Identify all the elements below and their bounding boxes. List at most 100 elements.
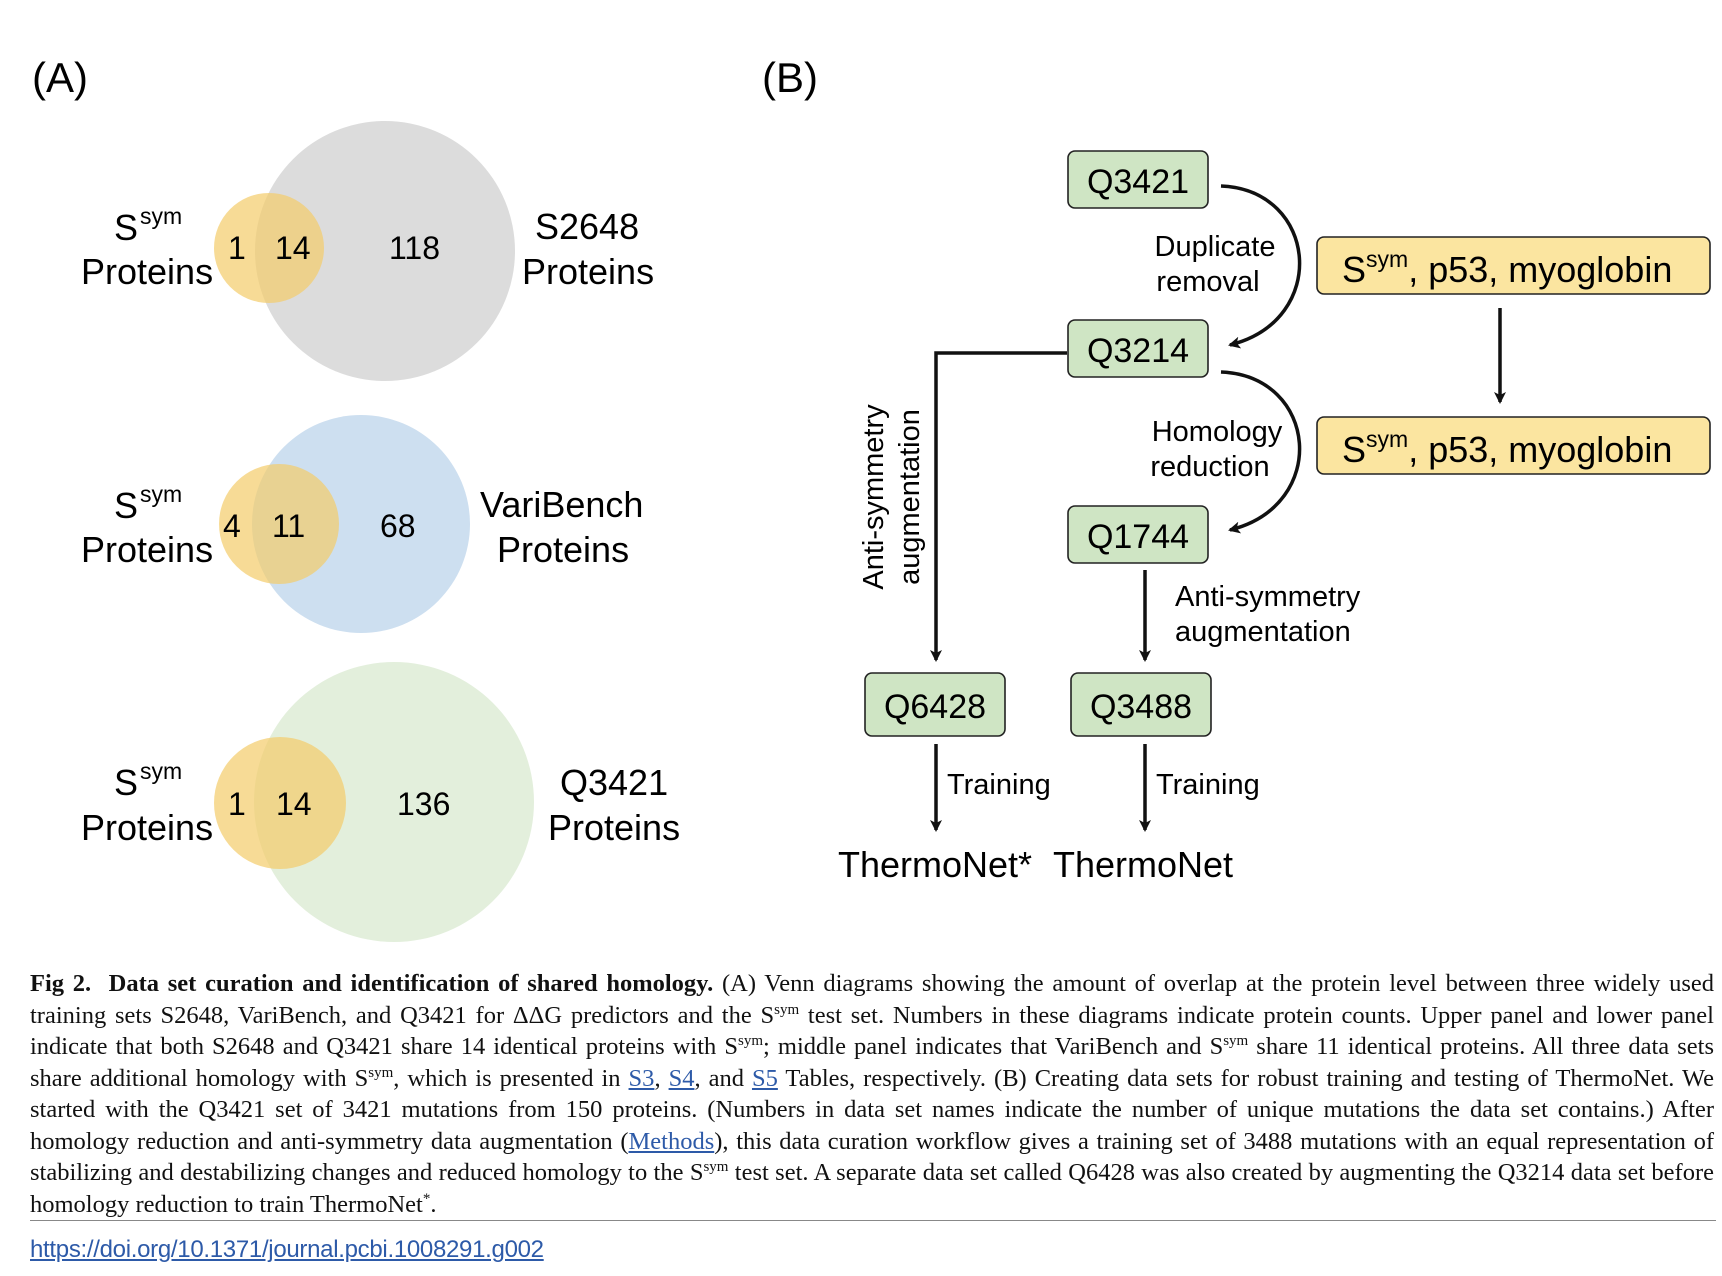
label-training-left: Training xyxy=(947,769,1051,801)
figure-caption: Fig 2. Data set curation and identificat… xyxy=(30,968,1714,1220)
shared-count: 11 xyxy=(272,508,305,544)
right-proteins-label: Proteins xyxy=(522,251,654,292)
only-left-count: 1 xyxy=(228,786,246,822)
caption-text: , which is presented in xyxy=(393,1064,629,1092)
venn-left-circle xyxy=(214,193,324,303)
box-q6428-frame xyxy=(864,672,1006,737)
caption-text: share 11 identical proteins. All three d… xyxy=(30,1033,1714,1092)
right-set-name: Q3421 xyxy=(560,762,668,803)
figure-graphic: (A) S sym Proteins 1 14 118 S2648 Protei… xyxy=(32,54,1711,942)
venn-right-circle xyxy=(255,121,515,381)
sym-sup: sym xyxy=(1366,426,1408,452)
venn-s2648: S sym Proteins 1 14 118 S2648 Proteins xyxy=(81,121,654,381)
output-thermonet-star: ThermoNet* xyxy=(838,844,1032,885)
box-q3488-frame xyxy=(1070,672,1212,737)
left-proteins-label: Proteins xyxy=(81,529,213,570)
box-q1744: Q1744 xyxy=(1067,505,1209,564)
box-ssym-bottom-frame xyxy=(1316,416,1711,475)
venn-right-circle xyxy=(254,662,534,942)
box-text: , p53, myoglobin xyxy=(1408,249,1672,290)
caption-text: test set. A separate data set called Q64… xyxy=(30,1159,1714,1218)
caption-text: test set. Numbers in these diagrams indi… xyxy=(30,1001,1714,1061)
caption-fig-label: Fig 2. xyxy=(30,970,92,997)
caption-divider xyxy=(30,1220,1716,1221)
box-q3421-frame xyxy=(1067,150,1209,209)
right-set-name: VariBench xyxy=(480,484,643,525)
box-q1744-frame xyxy=(1067,505,1209,564)
caption-title: Data set curation and identification of … xyxy=(108,970,714,997)
venn-left-circle xyxy=(219,464,339,584)
link-s5-table[interactable]: S5 xyxy=(751,1064,778,1092)
label-removal: removal xyxy=(1156,266,1259,298)
only-right-count: 136 xyxy=(397,786,450,822)
box-q3214-frame xyxy=(1067,319,1209,378)
label-antisym-vertical-2: augmentation xyxy=(894,409,926,585)
box-ssym-set-top: Ssym, p53, myoglobin xyxy=(1316,236,1711,295)
box-q3488: Q3488 xyxy=(1070,672,1212,737)
panel-a-label: (A) xyxy=(32,54,88,101)
caption-sep: , xyxy=(654,1064,669,1092)
box-q6428: Q6428 xyxy=(864,672,1006,737)
box-ssym-set-bottom: Ssym, p53, myoglobin xyxy=(1316,416,1711,475)
sym-base: S xyxy=(114,762,138,803)
box-ssym-top-label: Ssym, p53, myoglobin xyxy=(1342,246,1672,290)
sym-base: S xyxy=(1342,429,1366,470)
only-left-count: 1 xyxy=(228,230,246,266)
label-antisym-right-2: augmentation xyxy=(1175,616,1351,648)
sym-sup: sym xyxy=(703,1158,729,1175)
box-text: , p53, myoglobin xyxy=(1408,429,1672,470)
venn-left-circle xyxy=(214,737,346,869)
arrow-homology-reduction xyxy=(1220,370,1302,534)
box-q3214: Q3214 xyxy=(1067,319,1209,378)
sym-sup: sym xyxy=(140,758,182,784)
label-training-right: Training xyxy=(1156,769,1260,801)
box-q6428-label: Q6428 xyxy=(884,688,986,726)
box-ssym-bottom-label: Ssym, p53, myoglobin xyxy=(1342,426,1672,470)
caption-text: (A) Venn diagrams showing the amount of … xyxy=(30,970,1715,1029)
label-antisym-vertical-1: Anti-symmetry xyxy=(858,404,890,590)
sym-base: S xyxy=(114,485,138,526)
shared-count: 14 xyxy=(275,230,311,266)
venn-q3421: S sym Proteins 1 14 136 Q3421 Proteins xyxy=(81,662,680,942)
label-reduction: reduction xyxy=(1150,451,1269,483)
label-antisym-right-1: Anti-symmetry xyxy=(1175,581,1361,613)
output-thermonet: ThermoNet xyxy=(1053,844,1233,885)
only-left-count: 4 xyxy=(223,508,241,544)
caption-text: ), this data curation workflow gives a t… xyxy=(30,1127,1714,1187)
sym-sup: sym xyxy=(1223,1032,1249,1049)
label-duplicate: Duplicate xyxy=(1155,231,1276,263)
sym-sup: sym xyxy=(368,1064,394,1081)
arrow-duplicate-removal xyxy=(1220,184,1302,349)
caption-text: ; middle panel indicates that VariBench … xyxy=(763,1033,1224,1060)
only-right-count: 118 xyxy=(389,230,440,266)
sym-sup: sym xyxy=(140,203,182,229)
link-methods[interactable]: Methods xyxy=(628,1127,715,1155)
box-q3214-label: Q3214 xyxy=(1087,332,1189,370)
caption-text: Tables, respectively. (B) Creating data … xyxy=(30,1064,1715,1155)
sym-base: S xyxy=(1342,249,1366,290)
right-set-name: S2648 xyxy=(535,206,639,247)
link-s4-table[interactable]: S4 xyxy=(668,1064,695,1092)
shared-count: 14 xyxy=(276,786,312,822)
caption-text: . xyxy=(430,1190,437,1218)
only-right-count: 68 xyxy=(380,508,416,544)
box-q1744-label: Q1744 xyxy=(1087,518,1189,556)
venn-right-circle xyxy=(252,415,470,633)
venn-varibench: S sym Proteins 4 11 68 VariBench Protein… xyxy=(81,415,643,633)
box-q3421-label: Q3421 xyxy=(1087,163,1189,201)
sym-sup: sym xyxy=(140,481,182,507)
left-proteins-label: Proteins xyxy=(81,807,213,848)
right-proteins-label: Proteins xyxy=(497,529,629,570)
box-q3488-label: Q3488 xyxy=(1090,688,1192,726)
caption-star: * xyxy=(422,1190,431,1207)
sym-sup: sym xyxy=(1366,246,1408,272)
panel-b-label: (B) xyxy=(762,54,818,101)
doi-link[interactable]: https://doi.org/10.1371/journal.pcbi.100… xyxy=(30,1236,544,1263)
caption-sep: , and xyxy=(694,1064,752,1092)
sym-sup: sym xyxy=(738,1032,764,1049)
box-ssym-top-frame xyxy=(1316,236,1711,295)
box-q3421: Q3421 xyxy=(1067,150,1209,209)
sym-sup: sym xyxy=(774,1001,800,1018)
link-s3-table[interactable]: S3 xyxy=(628,1064,655,1092)
right-proteins-label: Proteins xyxy=(548,807,680,848)
